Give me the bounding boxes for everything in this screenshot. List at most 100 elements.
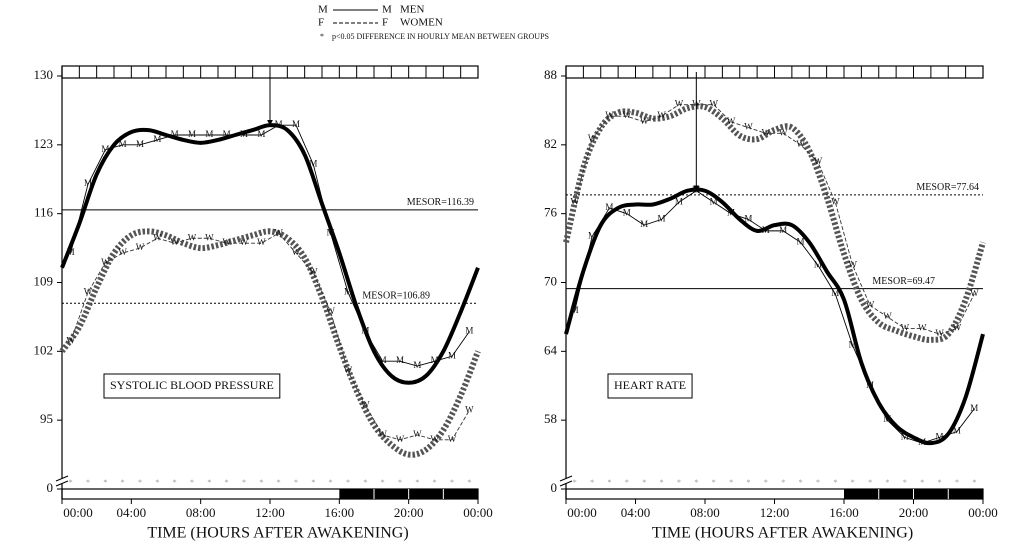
point-marker: W [883,311,892,321]
x-tick-label: 20:00 [394,505,424,520]
significance-mark: * [138,478,142,487]
significance-mark: * [938,478,942,487]
point-marker: W [101,257,110,267]
point-marker: M [814,259,822,269]
fitted-curve [564,187,985,446]
point-marker: W [205,232,214,242]
point-marker: W [448,434,457,444]
observed-line [70,232,470,441]
significance-mark: * [398,478,402,487]
note-symbol: * [320,32,324,41]
point-marker: W [66,336,75,346]
significance-mark: * [920,478,924,487]
point-marker: M [153,134,161,144]
y-tick-label: 88 [544,67,557,82]
observed-line [70,124,470,367]
significance-mark: * [799,478,803,487]
point-marker: M [292,119,300,129]
significance-mark: * [851,478,855,487]
point-marker: M [205,129,213,139]
point-marker: M [727,208,735,218]
legend-right: F [382,17,388,29]
significance-mark: * [590,478,594,487]
axis-break-gap [560,478,572,483]
point-marker: W [675,99,684,109]
significance-mark: * [381,478,385,487]
point-marker: W [762,127,771,137]
panel-label-box [607,373,693,399]
significance-mark: * [972,478,976,487]
point-marker: W [326,306,335,316]
axis-break [559,475,573,482]
point-marker: M [849,340,857,350]
point-marker: M [379,355,387,365]
point-marker: W [640,116,649,126]
mesor-label: MESOR=69.47 [872,276,935,287]
point-marker: W [831,196,840,206]
point-marker: M [970,403,978,413]
point-marker: W [623,110,632,120]
point-marker: W [240,237,249,247]
significance-mark: * [885,478,889,487]
point-marker: W [170,237,179,247]
x-tick-label: 04:00 [117,505,147,520]
point-marker: M [901,431,909,441]
significance-mark: * [86,478,90,487]
point-marker: W [309,267,318,277]
point-marker: M [918,437,926,447]
significance-mark: * [259,478,263,487]
point-marker: M [67,247,75,257]
significance-mark: * [467,478,471,487]
significance-mark: * [346,478,350,487]
point-marker: M [448,350,456,360]
y-tick-label: 95 [40,411,53,426]
point-marker: W [970,288,979,298]
point-marker: M [866,380,874,390]
y-tick-label: 130 [34,67,54,82]
point-marker: M [344,286,352,296]
x-axis-label: TIME (HOURS AFTER AWAKENING) [147,525,408,542]
significance-mark: * [868,478,872,487]
point-marker: W [292,247,301,257]
axis-break-gap [56,478,68,483]
point-marker: M [101,144,109,154]
point-marker: M [257,129,265,139]
point-marker: W [901,322,910,332]
x-tick-label: 12:00 [760,505,790,520]
x-tick-label: 00:00 [63,505,93,520]
x-axis-label: TIME (HOURS AFTER AWAKENING) [652,525,913,542]
panel: 0 95 102 109 116 123 130 00:00 04:00 08:00 12:00 16… [34,65,493,542]
significance-mark: * [103,478,107,487]
significance-mark: * [329,478,333,487]
mesor-label: MESOR=116.39 [407,197,474,208]
x-tick-label: 00:00 [567,505,597,520]
point-marker: M [640,219,648,229]
mesor-label: MESOR=77.64 [916,182,979,193]
point-marker: W [657,110,666,120]
panel-label: SYSTOLIC BLOOD PRESSURE [110,378,274,392]
point-marker: W [866,300,875,310]
x-tick-label: 08:00 [186,505,216,520]
point-marker: W [344,365,353,375]
point-marker: W [709,99,718,109]
point-marker: M [413,360,421,370]
x-tick-label: 08:00 [690,505,720,520]
significance-mark: * [781,478,785,487]
significance-mark: * [450,478,454,487]
significance-mark: * [816,478,820,487]
significance-mark: * [277,478,281,487]
point-marker: M [240,129,248,139]
point-marker: W [257,237,266,247]
point-marker: M [710,196,718,206]
point-marker: W [222,237,231,247]
observed-line [574,190,975,444]
y-tick-label: 76 [544,205,558,220]
point-marker: W [430,434,439,444]
point-marker: W [727,116,736,126]
significance-mark: * [729,478,733,487]
y-tick-label: 0 [47,480,54,495]
significance-mark: * [903,478,907,487]
x-tick-label: 12:00 [255,505,285,520]
significance-mark: * [607,478,611,487]
y-tick-label: 102 [34,342,54,357]
